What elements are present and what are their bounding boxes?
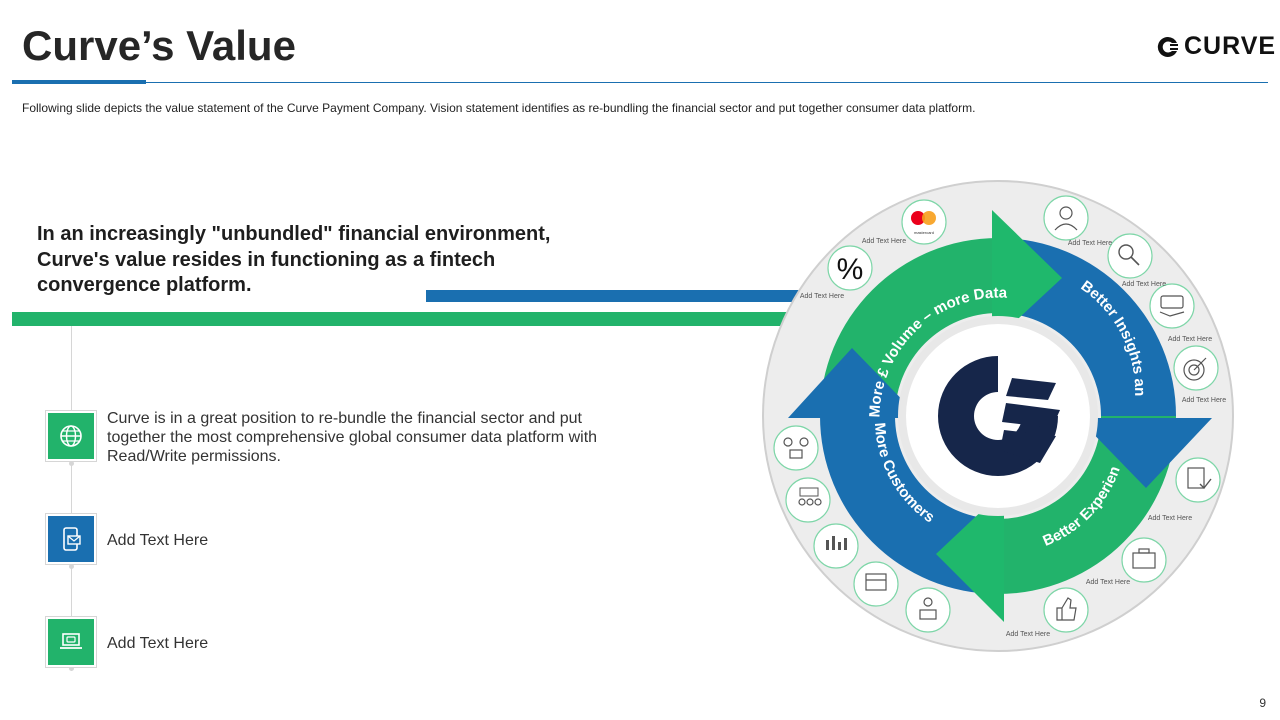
feature-text: Add Text Here: [107, 635, 209, 652]
mobile-mail-icon: [48, 516, 94, 562]
timeline-dot: [69, 461, 74, 466]
ring-label: Add Text Here: [1168, 336, 1212, 343]
ring-label: Add Text Here: [1182, 397, 1226, 404]
search-icon: [1107, 233, 1153, 279]
arrow-head-blue-left: [788, 348, 920, 418]
percent-icon: %: [827, 245, 873, 291]
page-number: 9: [1259, 696, 1266, 710]
user-icon: [1043, 195, 1089, 241]
blue-accent-bar: [426, 290, 806, 302]
curve-logo-icon: [1157, 36, 1178, 57]
analytics-chart-icon: [813, 523, 859, 569]
value-cycle-diagram: More £ Volume – more Data and Lower Pric…: [753, 165, 1236, 654]
timeline-dot: [69, 666, 74, 671]
people-chat-icon: [785, 477, 831, 523]
person-laptop-icon: [905, 587, 951, 633]
ring-label: Add Text Here: [800, 293, 844, 300]
mastercard-text: mastercard: [914, 230, 934, 235]
target-icon: [1173, 345, 1219, 391]
globe-icon: [48, 413, 94, 459]
percent-symbol: %: [837, 253, 864, 286]
ring-label: Add Text Here: [1122, 281, 1166, 288]
timeline-dot: [69, 564, 74, 569]
cycle-graphic: More £ Volume – more Data and Lower Pric…: [753, 165, 1234, 652]
mastercard-icon: mastercard: [901, 199, 947, 245]
team-hand-icon: [1149, 283, 1195, 329]
arrow-head-green-bottom: [936, 490, 1004, 622]
ring-label: Add Text Here: [1148, 515, 1192, 522]
online-store-icon: [853, 561, 899, 607]
slide-title: Curve’s Value: [22, 22, 296, 69]
laptop-chat-icon: [48, 619, 94, 665]
logo-text: CURVE: [1184, 32, 1277, 60]
briefcase-icon: [1121, 537, 1167, 583]
currency-exchange-icon: [773, 425, 819, 471]
slide-subtitle: Following slide depicts the value statem…: [22, 101, 976, 115]
feature-text: Curve is in a great position to re-bundl…: [107, 410, 598, 465]
headline: In an increasingly "unbundled" financial…: [37, 223, 551, 296]
ring-label: Add Text Here: [1086, 579, 1130, 586]
arrow-head-blue-right: [1078, 418, 1212, 488]
feature-text: Add Text Here: [107, 532, 209, 549]
ring-label: Add Text Here: [1068, 240, 1112, 247]
timeline-line: [71, 326, 72, 671]
thumbs-up-icon: [1043, 587, 1089, 633]
curve-logo: CURVE: [1156, 32, 1276, 61]
curve-center-logo: [938, 356, 1060, 476]
document-check-icon: [1175, 457, 1221, 503]
ring-label: Add Text Here: [1006, 631, 1050, 638]
title-accent-bar: [12, 80, 146, 84]
arrow-head-green-top: [992, 210, 1062, 343]
ring-label: Add Text Here: [862, 238, 906, 245]
green-accent-bar: [12, 312, 812, 326]
title-divider: [12, 82, 1268, 83]
